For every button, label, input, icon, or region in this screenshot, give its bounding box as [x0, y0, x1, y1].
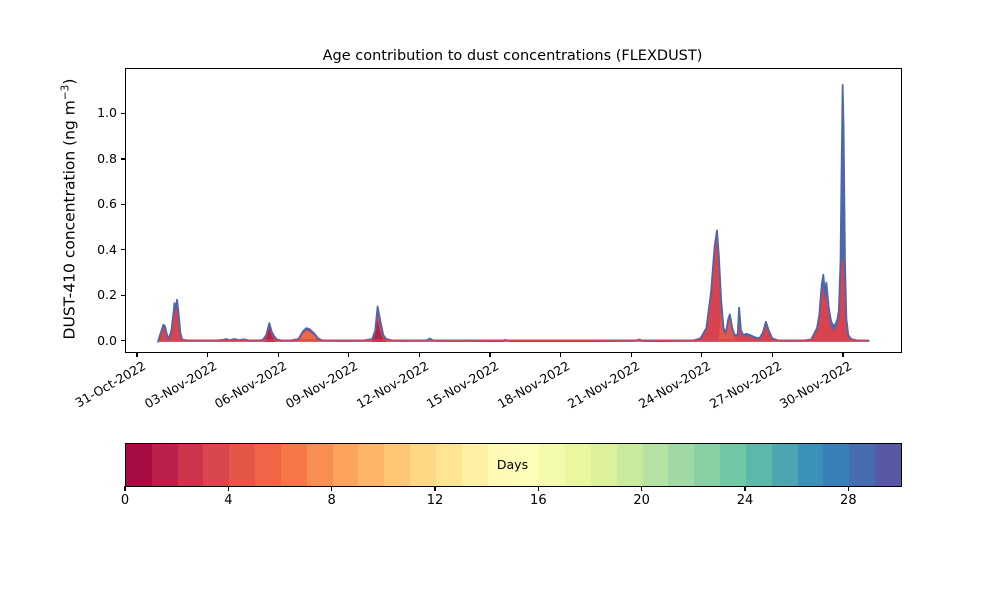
- colorbar-band-day-15: [513, 444, 540, 486]
- young-dust-area: [158, 236, 869, 342]
- colorbar-band-day-26: [797, 444, 824, 486]
- y-tick-label: 0.0: [97, 332, 117, 348]
- y-tick-label: 0.4: [97, 241, 117, 257]
- colorbar-band-day-23: [720, 444, 746, 486]
- colorbar-band-day-12: [435, 444, 462, 486]
- plot-area: [125, 68, 902, 353]
- colorbar-tick-label: 12: [426, 493, 444, 508]
- y-tick-mark: [120, 203, 125, 205]
- y-tick-label: 0.6: [97, 196, 117, 212]
- colorbar-tick-mark: [124, 486, 126, 491]
- colorbar-band-day-20: [642, 444, 669, 486]
- y-axis-label-exponent: −3: [59, 84, 72, 101]
- colorbar-band-day-5: [255, 444, 281, 486]
- colorbar-tick-mark: [227, 486, 229, 491]
- y-tick-mark: [120, 340, 125, 342]
- colorbar-band-day-28: [849, 444, 876, 486]
- colorbar-band-day-14: [487, 444, 514, 486]
- x-tick-label: 15-Nov-2022: [424, 358, 502, 412]
- x-tick-mark: [630, 352, 632, 358]
- x-tick-mark: [701, 352, 703, 358]
- colorbar-band-day-11: [410, 444, 436, 486]
- colorbar-band-day-2: [177, 444, 204, 486]
- colorbar-band-day-9: [358, 444, 385, 486]
- colorbar-tick-mark: [331, 486, 333, 491]
- total-dust-line: [157, 84, 870, 343]
- x-tick-mark: [771, 352, 774, 358]
- colorbar-band-day-8: [332, 444, 359, 486]
- colorbar-band-day-1: [151, 444, 178, 486]
- colorbar-tick-mark: [434, 486, 436, 491]
- colorbar-tick-label: 20: [633, 493, 650, 508]
- x-tick-mark: [842, 352, 844, 358]
- y-tick-mark: [120, 294, 125, 296]
- x-tick-mark: [418, 352, 420, 358]
- colorbar-band-day-3: [203, 444, 230, 486]
- age-accent-dark-red-2: [372, 320, 386, 342]
- total-dust-area: [158, 84, 869, 342]
- x-tick-mark: [489, 352, 491, 358]
- y-tick-mark: [120, 112, 125, 115]
- x-tick-mark: [348, 352, 350, 358]
- y-tick-label: 0.8: [97, 150, 117, 166]
- x-tick-label: 30-Nov-2022: [777, 358, 855, 412]
- x-tick-label: 06-Nov-2022: [212, 358, 290, 412]
- colorbar-tick-label: 16: [530, 493, 547, 508]
- colorbar-tick-label: 0: [120, 493, 130, 508]
- x-tick-label: 27-Nov-2022: [706, 358, 784, 412]
- colorbar-band-day-22: [694, 444, 721, 486]
- colorbar-tick-mark: [744, 486, 746, 491]
- x-tick-label: 31-Oct-2022: [72, 358, 149, 411]
- colorbar-tick-label: 8: [327, 493, 336, 508]
- colorbar-band-day-0: [126, 444, 152, 486]
- x-tick-mark: [277, 352, 279, 358]
- colorbar-tick-label: 4: [224, 493, 233, 508]
- x-tick-label: 18-Nov-2022: [494, 358, 573, 412]
- chart-title: Age contribution to dust concentrations …: [322, 48, 703, 64]
- colorbar-band-day-6: [280, 444, 307, 486]
- y-axis-label-text: DUST-410 concentration (ng m: [60, 100, 79, 340]
- x-tick-label: 03-Nov-2022: [141, 358, 220, 412]
- x-tick-mark: [136, 352, 138, 358]
- colorbar-band-day-13: [461, 444, 488, 486]
- age-accent-dark-red-1: [265, 327, 276, 342]
- y-tick-mark: [120, 249, 125, 251]
- colorbar-band-day-7: [306, 444, 333, 486]
- x-tick-label: 12-Nov-2022: [353, 358, 431, 412]
- colorbar-band-day-29: [875, 444, 901, 486]
- colorbar-band-day-25: [771, 444, 798, 486]
- y-tick-label: 0.2: [97, 287, 117, 303]
- colorbar-band-day-19: [616, 444, 643, 486]
- colorbar-tick-mark: [641, 486, 643, 491]
- colorbar-tick-mark: [537, 486, 539, 491]
- y-tick-mark: [120, 158, 125, 160]
- colorbar-band-day-4: [229, 444, 256, 486]
- age-accent-salmon-1: [718, 312, 737, 342]
- x-tick-label: 24-Nov-2022: [635, 358, 714, 412]
- x-tick-label: 09-Nov-2022: [282, 358, 361, 412]
- colorbar-tick-label: 28: [840, 493, 857, 508]
- colorbar-band-day-24: [745, 444, 772, 486]
- x-tick-mark: [207, 352, 209, 358]
- colorbar-band-day-18: [590, 444, 617, 486]
- y-tick-label: 1.0: [97, 105, 117, 121]
- x-tick-label: 21-Nov-2022: [565, 358, 643, 412]
- colorbar-band-day-17: [565, 444, 591, 486]
- colorbar-tick-mark: [847, 486, 849, 491]
- colorbar-band-day-21: [668, 444, 695, 486]
- y-axis-label-close: ): [60, 78, 79, 85]
- age-accent-orange-1: [298, 330, 322, 342]
- colorbar-band-day-10: [384, 444, 411, 486]
- age-stacked-area-chart: [157, 84, 870, 343]
- colorbar: [125, 443, 902, 487]
- x-tick-mark: [560, 352, 562, 358]
- colorbar-tick-label: 24: [736, 493, 754, 508]
- colorbar-band-day-16: [539, 444, 566, 486]
- colorbar-band-day-27: [823, 444, 850, 486]
